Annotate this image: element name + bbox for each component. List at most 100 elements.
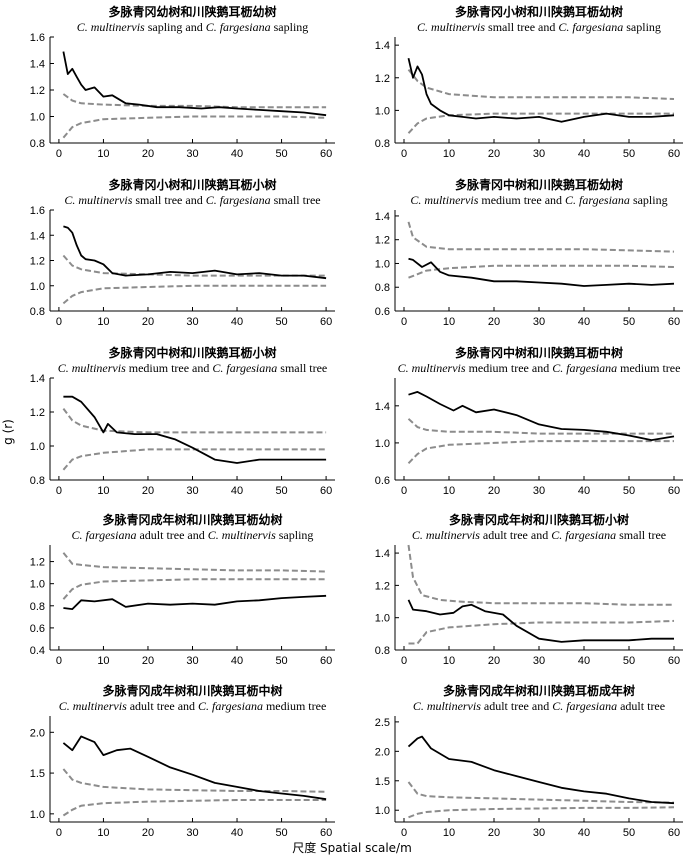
y-tick-label: 1.5 [375,776,390,788]
x-tick-label: 40 [231,148,243,160]
x-tick-label: 10 [443,655,455,667]
y-tick-label: 0.4 [30,645,45,657]
panel-title-en: C. multinervis medium tree and C. farges… [398,361,681,375]
panel-title-en-part: medium tree and [478,193,565,207]
y-tick-label: 0.6 [375,306,390,318]
x-tick-label: 60 [320,827,332,839]
y-tick-label: 1.2 [30,256,45,268]
panel-title-en-part: sapling [630,193,668,207]
panel-title-en-part: C. fargesiana [552,361,617,375]
y-tick-label: 1.6 [30,205,45,217]
lower-envelope-line [408,264,675,279]
x-tick-label: 50 [275,827,287,839]
y-tick-label: 2.5 [375,717,390,729]
x-tick-label: 40 [578,485,590,497]
y-tick-label: 1.2 [375,580,390,592]
observed-gr-line [63,395,327,464]
upper-envelope-line [407,418,674,435]
y-tick-label: 1.5 [30,768,45,780]
lower-envelope-line [408,619,675,645]
panel-title-en-part: C. multinervis [413,699,481,713]
panel-title-en: C. multinervis adult tree and C. fargesi… [412,528,666,542]
x-tick-label: 50 [623,827,635,839]
x-tick-label: 60 [668,827,680,839]
x-tick-label: 20 [142,148,154,160]
x-tick-label: 0 [56,316,62,328]
x-tick-label: 30 [533,316,545,328]
x-tick-label: 10 [97,316,109,328]
y-tick-label: 0.8 [375,645,390,657]
upper-envelope-line [407,781,675,804]
panel-title-cn: 多脉青冈中树和川陕鹅耳枥幼树 [455,177,623,192]
panel-title-en-part: C. fargesiana [206,20,271,34]
x-tick-label: 0 [401,148,407,160]
panel-title-en: C. multinervis medium tree and C. farges… [58,361,328,375]
y-tick-label: 2.0 [375,746,390,758]
y-tick-label: 1.4 [30,373,45,385]
y-tick-label: 1.4 [375,211,390,223]
panel-title-en-part: C. fargesiana [206,193,271,207]
panel-title-en-part: medium tree and [466,361,553,375]
panel-title-en-part: sapling [271,20,309,34]
x-tick-label: 10 [443,316,455,328]
y-tick-label: 1.0 [30,579,45,591]
panel-title-en-part: small tree [277,361,327,375]
y-tick-label: 1.0 [375,805,390,817]
panel-title-en-part: sapling [276,528,314,542]
x-tick-label: 60 [320,148,332,160]
x-tick-label: 20 [488,316,500,328]
x-tick-label: 10 [97,485,109,497]
y-tick-label: 1.0 [375,613,390,625]
x-tick-label: 50 [623,655,635,667]
x-tick-label: 20 [142,485,154,497]
y-tick-label: 1.0 [30,112,45,124]
panel-title-en-part: C. fargesiana [565,193,630,207]
x-tick-label: 30 [186,148,198,160]
x-tick-label: 0 [401,827,407,839]
x-tick-label: 30 [186,827,198,839]
panel-title-cn: 多脉青冈小树和川陕鹅耳枥小树 [108,177,276,192]
x-tick-label: 30 [186,316,198,328]
panel-title-en-part: C. multinervis [58,361,126,375]
panel-title-cn: 多脉青冈幼树和川陕鹅耳枥幼树 [108,4,276,19]
x-tick-label: 60 [668,148,680,160]
panel-title-en-part: C. multinervis [64,193,132,207]
y-tick-label: 1.2 [375,73,390,85]
panel-title-en-part: sapling and [145,20,206,34]
x-tick-label: 10 [443,485,455,497]
y-tick-label: 1.0 [375,105,390,117]
panel-title-en-part: medium tree [263,699,326,713]
panel-title-en-part: medium tree and [126,361,213,375]
upper-envelope-line [62,408,327,434]
upper-envelope-line [407,544,674,606]
upper-envelope-line [62,768,327,793]
x-tick-label: 50 [623,148,635,160]
x-tick-label: 0 [56,148,62,160]
y-tick-label: 1.4 [375,548,390,560]
panel-title-en-part: adult tree and [481,699,552,713]
panels: 多脉青冈幼树和川陕鹅耳枥幼树 C. multinervis sapling and… [30,4,683,839]
panel-title-cn: 多脉青冈成年树和川陕鹅耳枥中树 [102,683,282,698]
x-tick-label: 40 [231,485,243,497]
x-tick-label: 50 [275,485,287,497]
panel-title-en-part: C. fargesiana [558,20,623,34]
x-tick-label: 30 [533,485,545,497]
x-tick-label: 0 [401,485,407,497]
panel-title-en-part: C. fargesiana [551,528,616,542]
lower-envelope-line [407,440,674,464]
lower-envelope-line [62,448,327,471]
panel-title-cn: 多脉青冈成年树和川陕鹅耳枥成年树 [443,683,635,698]
y-tick-label: 1.0 [30,441,45,453]
panel-title-en-part: C. fargesiana [552,699,617,713]
lower-envelope-line [408,806,675,819]
x-tick-label: 40 [578,827,590,839]
x-tick-label: 20 [488,827,500,839]
y-tick-label: 1.2 [30,85,45,97]
